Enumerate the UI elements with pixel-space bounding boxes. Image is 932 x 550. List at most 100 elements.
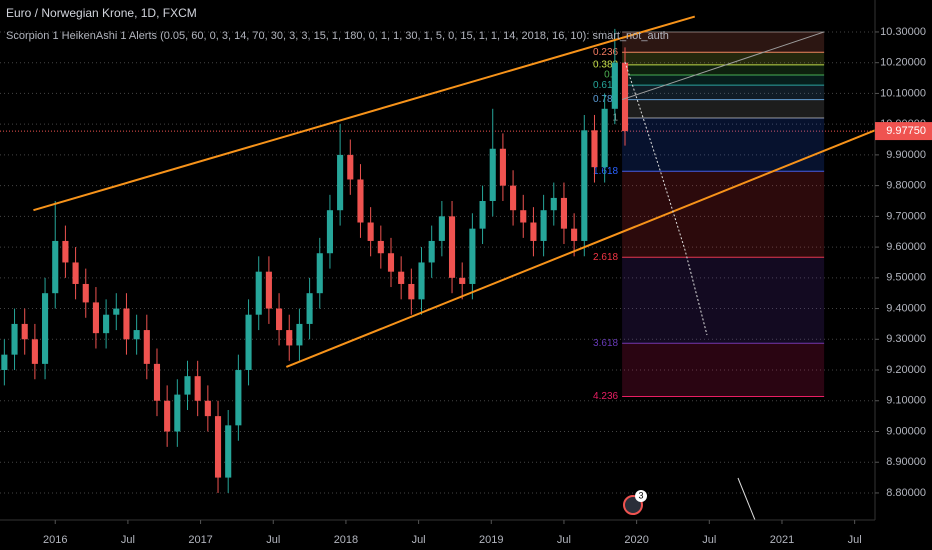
- x-tick-label: Jul: [557, 534, 571, 546]
- x-tick-label: 2016: [43, 534, 67, 546]
- candle-body: [245, 314, 252, 371]
- y-tick-label: 9.40000: [886, 302, 926, 314]
- badge-circle: [635, 490, 647, 502]
- indicator-label: Scorpion 1 HeikenAshi 1 Alerts (0.05, 60…: [6, 30, 669, 42]
- candle-body: [367, 222, 374, 241]
- candle-body: [225, 425, 232, 478]
- candle-body: [459, 277, 466, 284]
- x-tick-label: Jul: [266, 534, 280, 546]
- candle-body: [265, 271, 272, 309]
- y-tick-label: 9.10000: [886, 395, 926, 407]
- candle-body: [103, 314, 110, 334]
- candle-body: [347, 154, 354, 180]
- candle-body: [357, 179, 364, 223]
- candle-body: [560, 197, 568, 229]
- candle-body: [621, 62, 629, 132]
- y-tick-label: 8.80000: [886, 487, 926, 499]
- fib-band: [622, 31, 825, 53]
- candle-body: [194, 376, 201, 401]
- fib-label: 4.236: [593, 391, 618, 402]
- fib-label: 0.618: [593, 80, 618, 91]
- fib-band: [622, 74, 825, 86]
- y-tick-label: 10.10000: [880, 87, 926, 99]
- candle-body: [153, 363, 161, 401]
- candle-body: [164, 400, 171, 432]
- trendline: [285, 129, 876, 368]
- x-tick-label: Jul: [702, 534, 716, 546]
- candle-body: [489, 148, 496, 201]
- x-tick-label: Jul: [412, 534, 426, 546]
- candle-body: [42, 293, 49, 364]
- candle-body: [113, 308, 120, 315]
- candle-body: [337, 154, 344, 211]
- x-tick-label: 2020: [624, 534, 648, 546]
- trendline: [33, 15, 696, 212]
- candle-body: [418, 262, 425, 300]
- drawing-line: [737, 477, 756, 521]
- fib-label: 0.786: [593, 94, 618, 105]
- candle-body: [1, 354, 8, 371]
- candle-body: [82, 283, 89, 303]
- candle-body: [571, 228, 578, 241]
- badge-count: 3: [638, 490, 643, 500]
- candle-body: [316, 253, 323, 294]
- fib-label: 2.618: [593, 252, 618, 263]
- candle-body: [255, 271, 262, 315]
- candle-body: [448, 216, 456, 278]
- fib-label: 0.236: [593, 47, 618, 58]
- y-tick-label: 9.20000: [886, 364, 926, 376]
- y-tick-label: 9.70000: [886, 210, 926, 222]
- grid: [0, 31, 875, 494]
- drawings: [33, 15, 876, 368]
- candle-body: [540, 210, 547, 241]
- event-badge: 3: [623, 490, 647, 515]
- fib-band: [622, 52, 825, 65]
- x-tick-label: 2018: [334, 534, 358, 546]
- chart-title: Euro / Norwegian Krone, 1D, FXCM: [6, 6, 197, 20]
- candle-body: [72, 262, 79, 284]
- candle-body: [184, 376, 191, 395]
- candle-body: [479, 200, 486, 229]
- fib-label: 0.382: [593, 59, 618, 70]
- price-label-box: [875, 122, 932, 141]
- fib-label: 1.618: [593, 166, 618, 177]
- candle-body: [31, 339, 38, 364]
- y-tick-label: 9.50000: [886, 272, 926, 284]
- candle-body: [510, 185, 517, 211]
- candle-body: [581, 130, 588, 241]
- candle-body: [398, 271, 405, 284]
- axes: 8.80000 8.90000 9.00000 9.10000 9.20000 9.300…: [43, 26, 932, 546]
- x-tick-label: Jul: [848, 534, 862, 546]
- x-tick-label: Jul: [121, 534, 135, 546]
- fib-band: [622, 171, 825, 258]
- y-tick-label: 8.90000: [886, 456, 926, 468]
- y-tick-label: 9.30000: [886, 333, 926, 345]
- candle-body: [591, 130, 598, 168]
- fib-band: [622, 99, 825, 119]
- fib-label: 0.5: [604, 70, 618, 81]
- candle-body: [387, 253, 395, 272]
- candle-body: [469, 228, 476, 284]
- fib-band: [622, 257, 825, 344]
- candle-body: [92, 302, 99, 334]
- y-tick-label: 10.30000: [880, 26, 926, 38]
- candle-body: [499, 148, 506, 186]
- candle-body: [174, 394, 181, 432]
- candle-body: [143, 330, 150, 364]
- candle-body: [428, 240, 435, 263]
- projection-arrows: [624, 61, 708, 336]
- x-tick-label: 2021: [770, 534, 794, 546]
- candle-body: [276, 308, 283, 331]
- candle-body: [204, 400, 211, 417]
- candle-body: [530, 222, 537, 241]
- candle-body: [438, 216, 445, 241]
- fib-label: 1: [613, 113, 619, 124]
- x-tick-label: 2017: [188, 534, 212, 546]
- candle-body: [601, 108, 608, 168]
- candle-body: [62, 240, 69, 263]
- y-tick-label: 10.20000: [880, 57, 926, 69]
